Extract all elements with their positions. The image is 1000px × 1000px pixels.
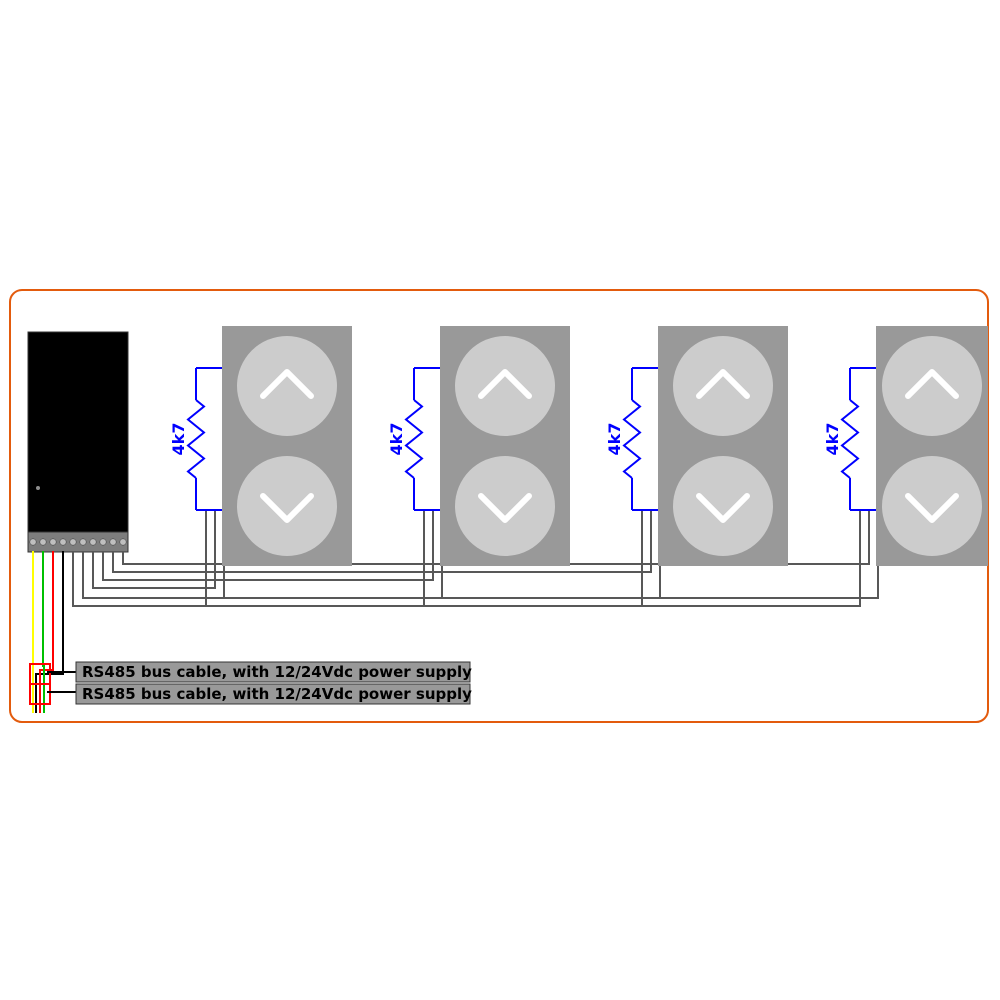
switch-assembly-4: 4k7 <box>823 326 988 566</box>
resistor-label-2: 4k7 <box>387 423 406 456</box>
bus-label-2-text: RS485 bus cable, with 12/24Vdc power sup… <box>82 685 472 703</box>
up-button-4[interactable] <box>882 336 982 436</box>
resistor-3 <box>624 400 640 478</box>
resistor-label-1: 4k7 <box>169 423 188 456</box>
up-button-2[interactable] <box>455 336 555 436</box>
up-button-3[interactable] <box>673 336 773 436</box>
down-button-1[interactable] <box>237 456 337 556</box>
bus-label-1: RS485 bus cable, with 12/24Vdc power sup… <box>76 662 472 682</box>
status-led <box>36 486 40 490</box>
bus-label-2: RS485 bus cable, with 12/24Vdc power sup… <box>76 684 472 704</box>
resistor-label-3: 4k7 <box>605 423 624 456</box>
resistor-label-4: 4k7 <box>823 423 842 456</box>
resistor-4 <box>842 400 858 478</box>
down-button-2[interactable] <box>455 456 555 556</box>
up-button-1[interactable] <box>237 336 337 436</box>
switch-assembly-2: 4k7 <box>387 326 570 566</box>
down-button-3[interactable] <box>673 456 773 556</box>
switch-assembly-1: 4k7 <box>169 326 352 566</box>
wiring-diagram: 4k7 4k7 4k7 4k7 RS485 bus cable, with 12/24… <box>0 0 1000 1000</box>
bus-label-1-text: RS485 bus cable, with 12/24Vdc power sup… <box>82 663 472 681</box>
resistor-1 <box>188 400 204 478</box>
resistor-2 <box>406 400 422 478</box>
controller-module <box>28 332 128 552</box>
switch-assembly-3: 4k7 <box>605 326 788 566</box>
down-button-4[interactable] <box>882 456 982 556</box>
